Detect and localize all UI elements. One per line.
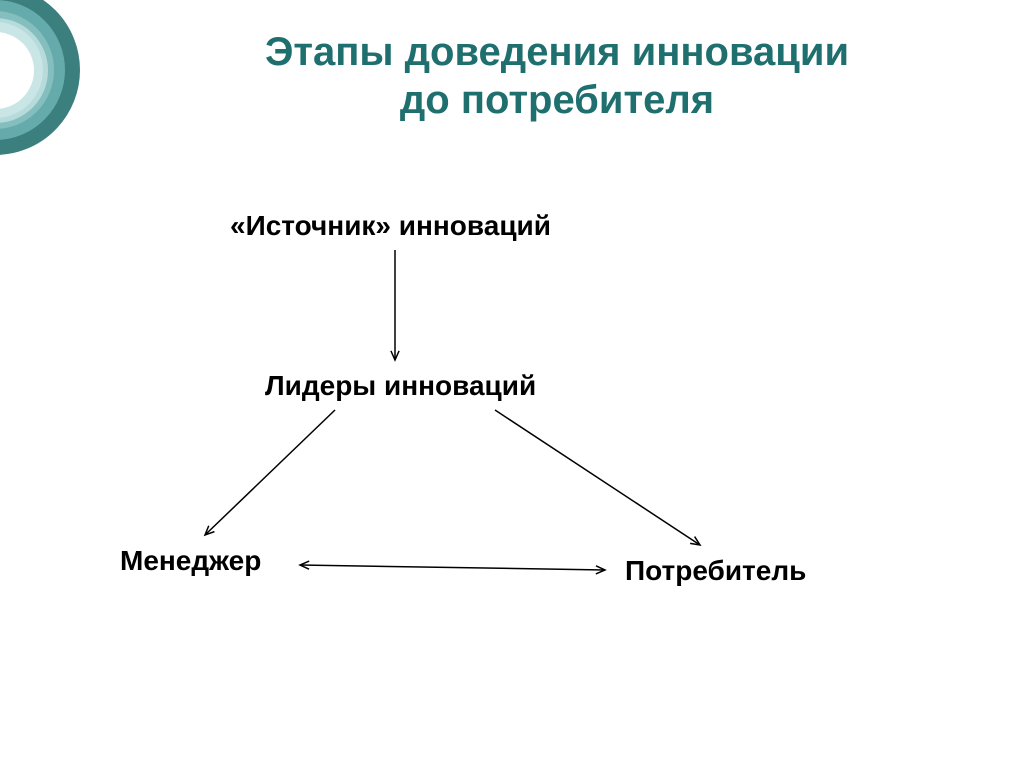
title-line-1: Этапы доведения инновации [265,30,849,74]
node-leaders: Лидеры инноваций [265,370,536,402]
corner-ring-decoration [0,0,140,200]
node-source: «Источник» инноваций [230,210,551,242]
title-line-2: до потребителя [400,78,714,122]
node-manager: Менеджер [120,545,261,577]
slide-title: Этапы доведения инновации до потребителя [150,28,964,124]
node-consumer: Потребитель [625,555,806,587]
